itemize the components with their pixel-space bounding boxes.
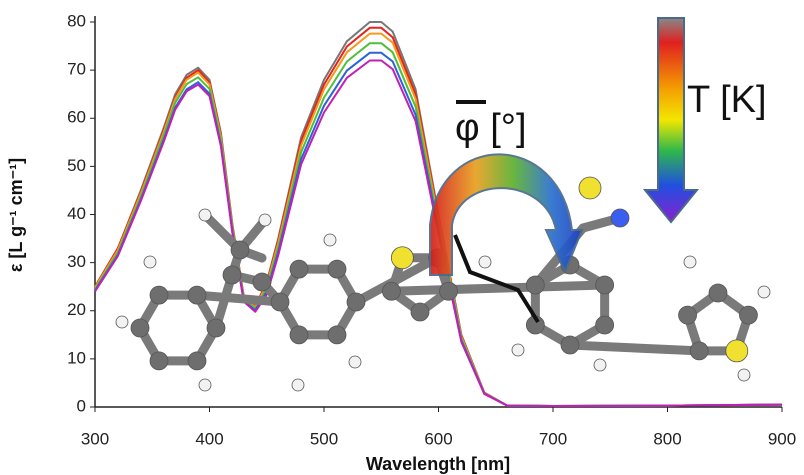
atom [199,379,211,391]
atom [328,326,346,344]
atom [328,260,346,278]
atom [259,214,271,226]
atom [526,276,544,294]
atom [116,316,128,328]
temperature-label: T [K] [687,79,767,121]
atom [611,209,629,227]
atom [579,177,601,199]
atom [347,293,365,311]
atom [411,303,429,321]
atom [594,359,606,371]
x-tick-label: 400 [195,429,223,448]
y-tick-label: 60 [67,108,86,127]
atom [207,319,225,337]
atom [382,282,400,300]
dihedral-line [455,235,538,322]
atom [684,256,696,268]
atom [271,293,289,311]
atom [561,336,579,354]
atom [253,273,271,291]
atom [150,352,168,370]
y-tick-label: 50 [67,156,86,175]
x-tick-label: 500 [310,429,338,448]
atom [738,369,750,381]
atom [479,256,491,268]
atom [292,379,304,391]
y-tick-label: 0 [77,396,86,415]
x-tick-label: 300 [81,429,109,448]
atom [690,342,708,360]
atom [709,284,727,302]
bond [570,345,699,351]
atom [758,286,770,298]
atom [144,256,156,268]
atom [290,326,308,344]
x-tick-label: 900 [768,429,796,448]
y-tick-label: 70 [67,60,86,79]
atom [199,209,211,221]
atom [679,306,697,324]
atom [726,340,748,362]
x-tick-label: 600 [424,429,452,448]
atom [231,241,249,259]
atom [324,234,336,246]
y-tick-label: 10 [67,348,86,367]
atom [391,247,413,269]
atom [131,319,149,337]
dihedral-arrow [430,154,582,275]
y-tick-label: 30 [67,252,86,271]
x-tick-label: 800 [653,429,681,448]
y-tick-label: 20 [67,300,86,319]
y-axis-title: ε [L g⁻¹ cm⁻¹] [6,158,26,272]
atom [440,282,458,300]
bond [391,285,604,291]
y-tick-label: 80 [67,11,86,30]
atom [349,356,361,368]
atom [739,306,757,324]
atom [188,286,206,304]
dihedral-label: φ [°] [455,107,527,149]
x-axis-title: Wavelength [nm] [366,454,510,474]
y-tick-label: 40 [67,204,86,223]
chart: 0 10 20 30 40 50 60 70 80 300 400 500 600 700 800 900 T… [0,0,804,475]
atom [188,352,206,370]
x-tick-label: 700 [539,429,567,448]
atom [512,344,524,356]
atom [596,316,614,334]
atom [150,286,168,304]
atom [223,266,241,284]
atom [596,276,614,294]
bond [197,295,280,302]
atom [290,260,308,278]
